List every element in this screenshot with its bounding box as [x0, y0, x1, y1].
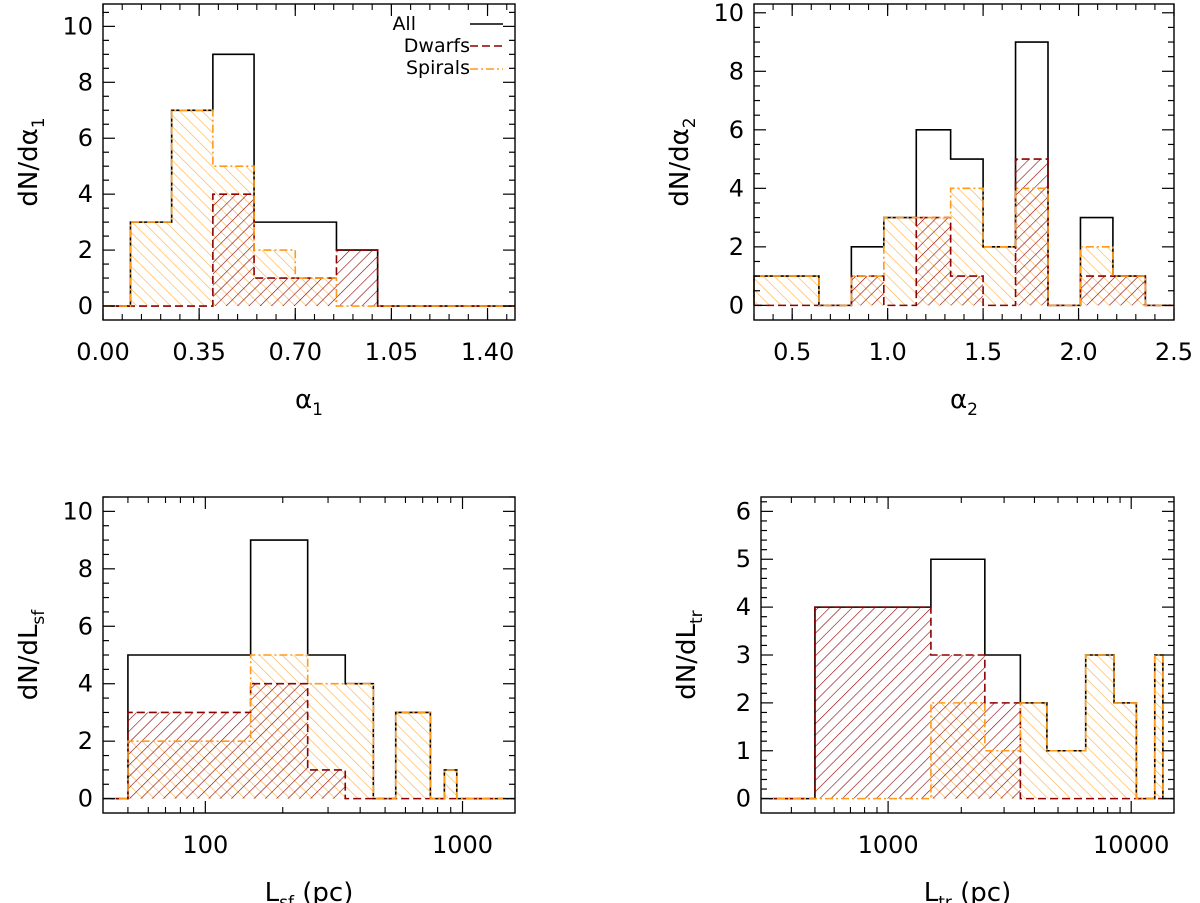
y-tick-label: 10 [62, 12, 93, 40]
y-tick-label: 8 [729, 57, 744, 85]
hatch-bar-dwarfs [916, 217, 951, 306]
x-tick-label: 1.05 [365, 338, 418, 366]
legend-label-all: All [392, 13, 416, 35]
hatch-bar-dwarfs [295, 278, 337, 307]
hatch-bar-spirals [1020, 702, 1047, 799]
y-tick-label: 5 [736, 545, 751, 573]
x-tick-label: 1000 [858, 831, 919, 859]
series-step-spirals [753, 187, 1174, 307]
series-step-spirals [761, 654, 1174, 800]
y-axis-title: dN/dα1 [14, 117, 49, 206]
hatch-bar-dwarfs [950, 276, 984, 306]
y-axis-title: dN/dα2 [665, 117, 700, 206]
y-tick-label: 0 [736, 785, 751, 813]
series-step-spirals [103, 109, 515, 307]
y-tick-label: 0 [78, 785, 93, 813]
x-tick-label: 1000 [432, 831, 493, 859]
legend-label-dwarfs: Dwarfs [404, 35, 470, 57]
y-tick-label: 3 [736, 641, 751, 669]
y-tick-label: 4 [736, 593, 751, 621]
hatch-bar-dwarfs [1015, 159, 1048, 306]
y-tick-label: 2 [78, 727, 93, 755]
y-tick-label: 6 [729, 116, 744, 144]
y-tick-label: 4 [729, 174, 744, 202]
hatch-bar-spirals [1046, 750, 1086, 799]
y-tick-label: 10 [713, 0, 744, 27]
x-axis-title: α2 [950, 385, 978, 420]
panel-lsf: 0 2 4 6 8 10 100 1000 Lsf (pc) dN/dLsf [14, 496, 516, 903]
y-tick-label: 6 [736, 497, 751, 525]
y-tick-label: 2 [729, 233, 744, 261]
hatch-bar-dwarfs [814, 607, 931, 799]
panel-alpha1: 0 2 4 6 8 10 0.00 0.35 0.70 1.05 1.40 α1 dN/dα1 [14, 3, 516, 420]
x-tick-label: 1.0 [869, 338, 907, 366]
x-tick-label: 2.5 [1155, 338, 1193, 366]
hatch-bar-spirals [1114, 702, 1137, 799]
hatch-bar-spirals [983, 246, 1016, 306]
panel-ltr: 0 1 2 3 4 5 6 1000 10000 Ltr (pc) dN/dLtr [672, 496, 1175, 903]
hatch-bar-dwarfs [1080, 276, 1113, 306]
hatch-bar-dwarfs [1112, 276, 1146, 306]
hatch-bar-spirals [345, 683, 374, 799]
y-tick-label: 4 [78, 670, 93, 698]
x-tick-label: 0.70 [269, 338, 322, 366]
legend: All Dwarfs Spirals [392, 13, 503, 79]
x-tick-label: 2.0 [1059, 338, 1097, 366]
y-tick-label: 0 [78, 292, 93, 320]
series-step-dwarfs [754, 158, 1174, 307]
hatch-bar-dwarfs [851, 276, 884, 306]
y-tick-label: 6 [78, 124, 93, 152]
hatch-bar-spirals [395, 712, 431, 799]
hatch-bar-dwarfs [212, 194, 255, 307]
legend-label-spirals: Spirals [406, 57, 470, 79]
y-tick-label: 1 [736, 737, 751, 765]
x-tick-label: 10000 [1093, 831, 1169, 859]
y-tick-label: 6 [78, 612, 93, 640]
x-tick-label: 0.35 [172, 338, 225, 366]
hatch-bar-dwarfs [250, 683, 308, 799]
hatch-bar-spirals [1085, 655, 1115, 799]
hatch-bar-spirals [754, 276, 819, 306]
y-tick-label: 2 [78, 236, 93, 264]
y-tick-label: 0 [729, 291, 744, 319]
x-tick-label: 1.40 [461, 338, 514, 366]
hatch-bar-dwarfs [307, 769, 346, 799]
x-axis-title: α1 [295, 385, 323, 420]
x-axis-title: Ltr (pc) [924, 878, 1012, 903]
hatch-bar-spirals [883, 217, 917, 306]
x-tick-label: 0.5 [773, 338, 811, 366]
panel-alpha2: 0 2 4 6 8 10 0.5 1.0 1.5 2.0 2.5 α2 dN/dα2 [665, 0, 1193, 420]
hatch-bar-spirals [444, 769, 457, 799]
hatch-bar-spirals [1154, 655, 1163, 799]
y-axis-title: dN/dLtr [672, 610, 707, 699]
hatch-bar-dwarfs [254, 278, 296, 307]
series-step-dwarfs [103, 193, 515, 307]
x-axis-title: Lsf (pc) [265, 878, 354, 903]
hatch-bar-dwarfs [336, 250, 378, 307]
y-axis-title: dN/dLsf [14, 609, 49, 701]
x-tick-label: 1.5 [964, 338, 1002, 366]
y-tick-label: 4 [78, 180, 93, 208]
y-tick-label: 8 [78, 68, 93, 96]
hatch-bar-dwarfs [127, 712, 251, 799]
x-tick-label: 100 [182, 831, 228, 859]
hatch-bar-spirals [171, 110, 213, 307]
y-tick-label: 8 [78, 555, 93, 583]
axes-frame [102, 3, 516, 321]
x-tick-label: 0.00 [76, 338, 129, 366]
hatch-bar-dwarfs [930, 655, 985, 799]
hatch-bar-spirals [130, 222, 172, 307]
y-tick-label: 10 [62, 497, 93, 525]
y-tick-label: 2 [736, 689, 751, 717]
